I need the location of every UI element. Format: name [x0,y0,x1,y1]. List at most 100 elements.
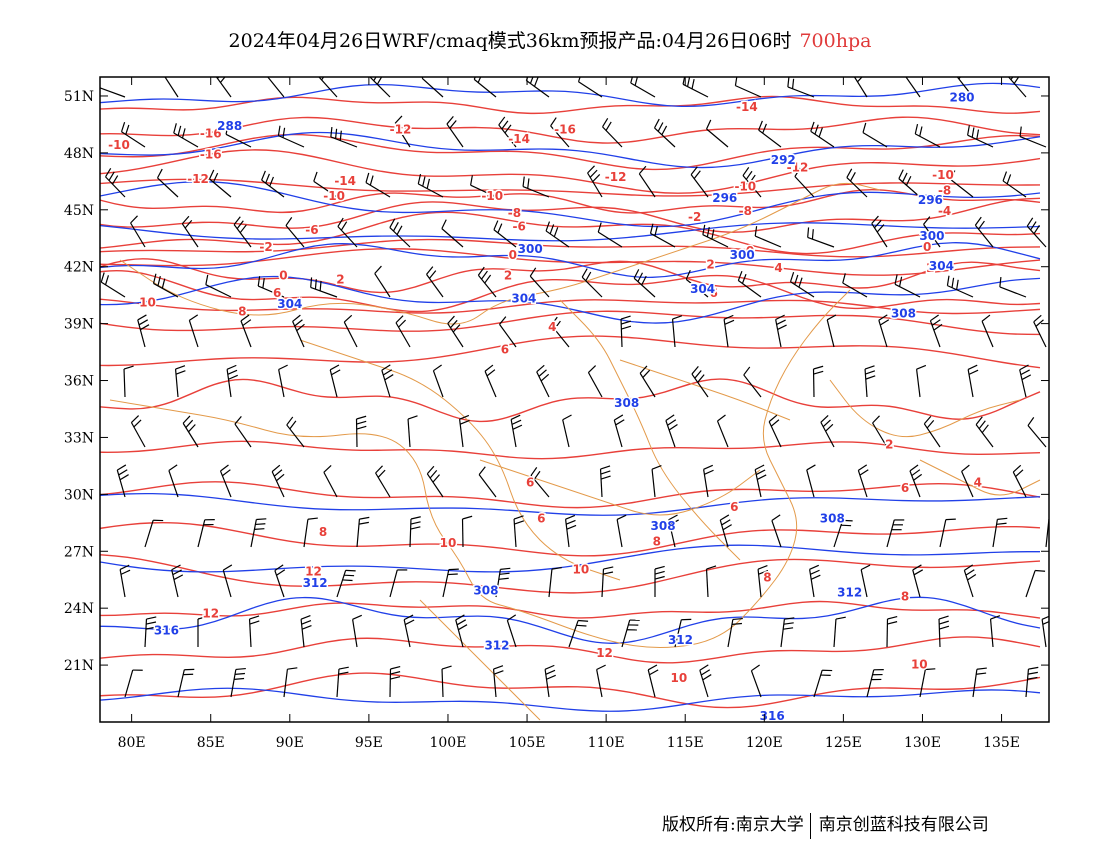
wind-barb [313,171,338,198]
temperature-contour-label: 0 [509,248,517,262]
temperature-contour-label: -10 [108,138,130,152]
wind-barb [477,266,497,298]
wind-barb [674,618,692,648]
wind-barb [336,666,349,698]
temperature-contour-label: 10 [572,563,589,577]
wind-barb [506,614,517,648]
wind-barb [690,166,709,198]
wind-barb [442,568,459,598]
temperature-contour-label: 8 [238,305,246,319]
wind-barb [716,414,729,448]
wind-barb [813,669,833,698]
temperature-contour-label: -6 [305,223,318,237]
wind-barb [975,416,994,448]
wind-barb [329,364,341,398]
region-border [479,459,761,516]
wind-barb [577,77,603,98]
geopotential-contour-label: 312 [668,633,693,647]
wind-barb [394,115,411,148]
wind-barb [356,516,370,548]
wind-barb [330,126,358,148]
wind-barb [807,227,835,248]
region-border [919,459,1041,496]
wind-barb [705,565,717,598]
lon-tick-label: 80E [118,735,146,751]
geopotential-contour-label: 288 [217,119,242,133]
wind-barb [939,518,956,548]
wind-barb [478,466,497,498]
wind-barb [727,617,743,648]
wind-barb [461,515,473,548]
wind-barb [909,464,923,498]
temperature-isotherm [100,248,1041,276]
temperature-contour-label: 10 [911,658,928,672]
wind-barb [602,117,623,148]
wind-barb [750,664,762,698]
map-contour-field [100,77,1049,721]
temperature-contour-label: -10 [734,180,756,194]
temperature-isotherm [100,310,1041,336]
wind-barb [972,667,987,698]
wind-barb [548,566,562,598]
geopotential-contour [100,82,1041,108]
wind-barb [285,217,305,248]
region-border [299,339,621,581]
temperature-contour-label: -2 [259,240,272,254]
wind-barb [381,364,394,398]
wind-barb [596,664,606,698]
temperature-contour-label: 12 [305,565,322,579]
wind-barb [164,77,179,98]
temperature-contour-label: 10 [139,295,156,309]
temperature-contour-label: 2 [336,272,344,286]
temperature-contour-label: -12 [390,123,412,137]
temperature-contour-label: -14 [334,174,356,188]
temperature-contour-label: 6 [526,475,534,489]
wind-barb [581,268,603,298]
wind-barb [144,616,157,648]
wind-barb [651,465,662,498]
wind-barb [222,564,233,598]
wind-barb [898,169,921,198]
temperature-isotherm [100,189,1041,214]
temperature-isotherm [100,600,1041,619]
wind-barb [703,464,714,498]
temperature-contour-label: 4 [548,320,556,334]
wind-barb [775,314,787,348]
temperature-contour-label: 8 [763,570,771,584]
temperature-contour-label: 2 [504,269,512,283]
wind-barb [116,464,129,498]
temperature-isotherm [100,178,1041,197]
wind-barb [215,77,232,98]
temperature-contour-label: -4 [938,204,951,218]
lat-tick-label: 27N [64,544,94,560]
temperature-contour-label: 6 [901,481,909,495]
wind-barb [375,465,391,498]
wind-barb [292,314,305,348]
footer-divider [809,812,811,839]
wind-barb [866,669,884,698]
lat-tick-label: 33N [64,430,94,446]
wind-barb [706,119,729,148]
wind-barb [685,269,709,298]
temperature-contour-label: -14 [508,132,530,146]
geopotential-contour-label: 304 [690,282,715,296]
wind-barb [417,173,444,198]
wind-barb [205,274,232,298]
wind-barb [638,165,656,198]
contour-labels: -10-16-16-12-12-14-10-6-20 26810-14-16-12… [107,89,984,724]
wind-barb [665,414,678,448]
wind-barb [878,314,890,348]
wind-barb [1041,615,1049,648]
wind-barb [860,564,871,598]
temperature-contour-label: -16 [200,126,222,140]
wind-barb [568,619,589,648]
region-border [419,599,541,721]
wind-barb [981,314,994,348]
wind-barb [833,616,846,648]
wind-barb [177,668,195,698]
wind-barb [758,120,782,148]
wind-barb [171,564,184,598]
wind-barb [389,666,401,698]
wind-barb [277,125,305,148]
